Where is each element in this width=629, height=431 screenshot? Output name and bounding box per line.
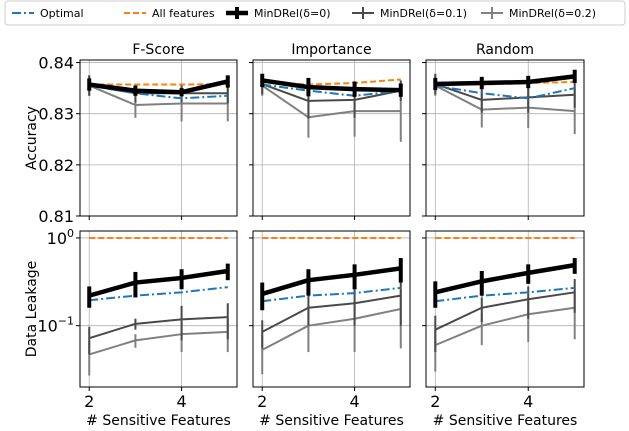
series-mindrel_01 — [88, 303, 229, 355]
series-line-optimal — [262, 83, 401, 97]
series-optimal — [262, 286, 401, 303]
series-line-mindrel_02 — [434, 84, 575, 113]
panel-frame — [425, 59, 585, 217]
series-optimal — [262, 83, 401, 97]
legend-frame — [4, 0, 626, 26]
y-tick-label: 0.82 — [38, 156, 74, 175]
legend-entry-mindrel_02: MinDRel(δ=0.2) — [481, 7, 596, 20]
y-tick-label: 10−1 — [37, 315, 74, 336]
y-axis-label-0: Accuracy — [24, 106, 40, 170]
series-mindrel_0 — [87, 75, 230, 97]
panel-1-2: 2 4 # Sensitive Features — [422, 230, 585, 429]
legend-label: All features — [152, 7, 215, 20]
panel-frame — [79, 59, 238, 217]
panel-0-2: Random — [422, 42, 585, 220]
y-tick-label-base: 10 — [37, 317, 57, 336]
column-title: Random — [476, 42, 534, 58]
y-tick-label: 0.83 — [38, 105, 74, 124]
series-mindrel_0 — [433, 69, 577, 91]
panel-0-1: Importance — [249, 42, 411, 220]
series-mindrel_0 — [260, 73, 403, 97]
series-line-optimal — [435, 84, 575, 100]
series-mindrel_02 — [88, 318, 229, 376]
legend: Optimal All features MinDRel(δ=0) MinDRel(δ… — [4, 0, 626, 26]
series-optimal — [435, 286, 575, 303]
column-title: F-Score — [132, 42, 184, 58]
series-line-mindrel_02 — [88, 330, 228, 356]
y-tick-label-base: 10 — [47, 229, 67, 248]
series-line-mindrel_02 — [88, 84, 228, 107]
series-line-mindrel_02 — [434, 306, 575, 347]
series-all_features — [89, 83, 228, 86]
legend-label: Optimal — [40, 7, 84, 20]
series-mindrel_02 — [88, 75, 229, 122]
series-optimal — [89, 286, 228, 302]
series-line-optimal — [262, 286, 401, 303]
y-tick-label: 100 — [47, 227, 74, 248]
x-axis-label: # Sensitive Features — [86, 413, 231, 429]
series-mindrel_0 — [87, 263, 230, 308]
panel-frame — [252, 59, 411, 217]
panel-0-0: 0.81 0.82 0.83 0.84 F-Score — [38, 42, 238, 226]
legend-entry-mindrel_01: MinDRel(δ=0.1) — [352, 7, 467, 20]
series-mindrel_02 — [261, 290, 402, 375]
series-mindrel_01 — [261, 279, 402, 349]
series-line-mindrel_02 — [261, 84, 401, 119]
y-axis-label-1: Data Leakage — [24, 261, 40, 358]
series-line-mindrel_02 — [261, 308, 401, 351]
series-line-mindrel_0 — [261, 266, 402, 297]
panel-frame — [252, 230, 411, 388]
legend-entry-all_features: All features — [124, 7, 215, 20]
series-line-optimal — [89, 286, 228, 302]
x-axis-label: # Sensitive Features — [259, 413, 404, 429]
legend-label: MinDRel(δ=0.2) — [509, 7, 596, 20]
series-line-mindrel_01 — [261, 83, 401, 102]
panel-1-1: 2 4 # Sensitive Features — [249, 230, 411, 429]
x-tick-label: 4 — [523, 392, 533, 411]
legend-label: MinDRel(δ=0) — [254, 7, 331, 20]
column-title: Importance — [291, 42, 371, 58]
series-line-mindrel_0 — [88, 268, 229, 298]
series-line-mindrel_01 — [88, 316, 228, 340]
series-line-all_features — [89, 83, 228, 86]
series-line-mindrel_01 — [434, 291, 575, 331]
series-line-mindrel_0 — [261, 78, 401, 93]
legend-entry-optimal: Optimal — [12, 7, 84, 20]
legend-entry-mindrel_0: MinDRel(δ=0) — [226, 7, 331, 20]
panel-frame — [425, 230, 585, 388]
series-line-mindrel_0 — [88, 79, 229, 95]
series-line-optimal — [435, 286, 575, 303]
series-line-mindrel_0 — [434, 262, 576, 295]
panel-frame — [79, 230, 238, 388]
series-optimal — [435, 84, 575, 100]
x-tick-label: 2 — [430, 392, 440, 411]
legend-label: MinDRel(δ=0.1) — [380, 7, 467, 20]
series-line-mindrel_0 — [435, 74, 575, 87]
x-tick-label: 4 — [176, 392, 186, 411]
panels: Accuracy 0.81 0.82 0.83 0.84 F-Score Importanc… — [24, 42, 585, 429]
x-tick-label: 2 — [84, 392, 94, 411]
series-line-mindrel_01 — [261, 294, 401, 333]
y-tick-label-exponent: −1 — [58, 315, 74, 328]
x-axis-label: # Sensitive Features — [433, 413, 578, 429]
y-tick-label: 0.81 — [38, 207, 74, 226]
y-tick-label-exponent: 0 — [67, 227, 74, 240]
series-line-mindrel_01 — [434, 83, 575, 101]
series-mindrel_0 — [433, 258, 577, 308]
x-tick-label: 4 — [349, 392, 359, 411]
series-mindrel_0 — [260, 258, 403, 311]
y-tick-label: 0.84 — [38, 54, 74, 73]
x-tick-label: 2 — [257, 392, 267, 411]
